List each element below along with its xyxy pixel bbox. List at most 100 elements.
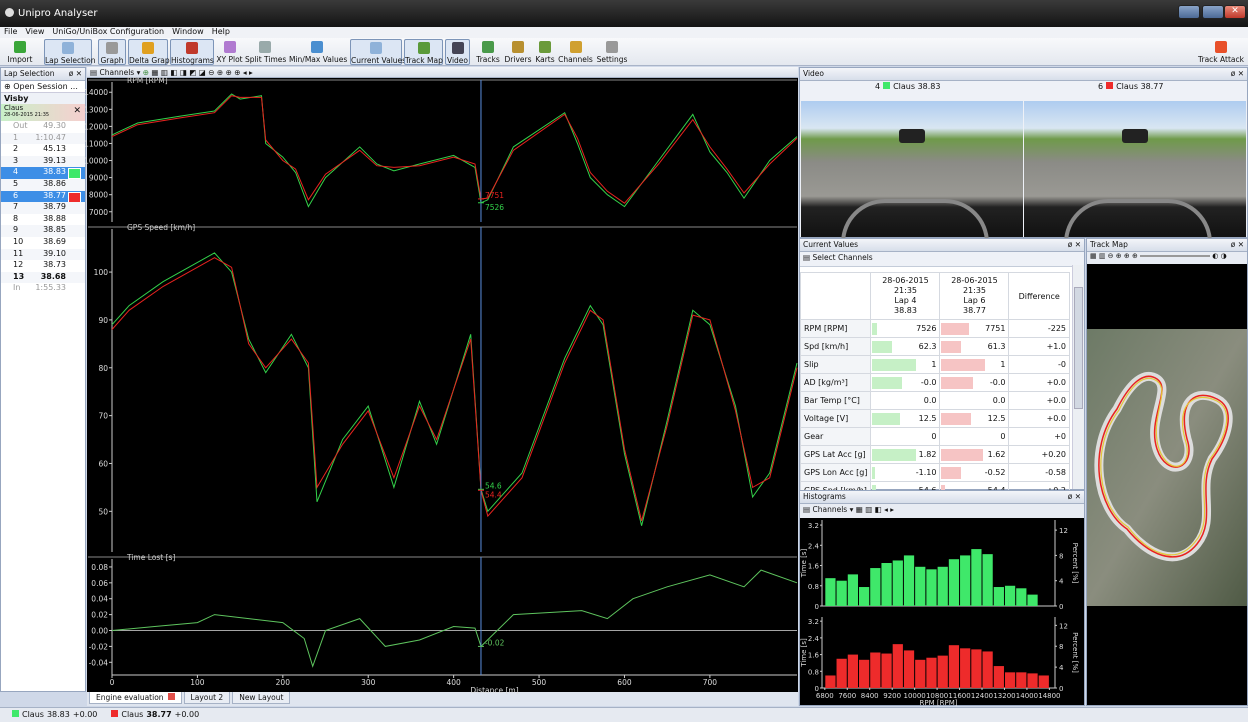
lap-time: 38.69	[43, 237, 66, 246]
status-bar: Claus38.83+0.00Claus38.77+0.00	[0, 707, 1248, 722]
toolbar-button[interactable]: Settings	[596, 39, 628, 65]
channels-button[interactable]: Channels	[99, 68, 134, 77]
steering	[841, 199, 989, 243]
value-bar	[941, 413, 971, 425]
value-bar	[872, 323, 877, 335]
lap-time: 38.88	[43, 214, 66, 223]
toolbar-icon	[259, 41, 271, 53]
open-session-button[interactable]: ⊕ Open Session ...	[1, 81, 85, 93]
value-text: 12.5	[988, 414, 1006, 423]
value-bar	[872, 413, 900, 425]
scrollbar[interactable]	[1072, 265, 1084, 489]
minimize-button[interactable]	[1178, 5, 1200, 19]
lap-number: 3	[13, 156, 18, 165]
toolbar-button[interactable]: Split Times	[245, 39, 285, 65]
menu-item[interactable]: File	[0, 27, 21, 36]
lap-number: 2	[13, 144, 18, 153]
status-driver: Claus	[121, 710, 143, 719]
layout-tab[interactable]: Engine evaluation	[89, 692, 182, 704]
status-color	[111, 710, 118, 717]
value-text: -0.0	[921, 378, 937, 387]
value-cell: -0.0	[940, 374, 1009, 392]
lap-number: 6	[13, 191, 18, 200]
value-cell: 7526	[871, 320, 940, 338]
value-cell: 61.3	[940, 338, 1009, 356]
toolbar-button[interactable]: Lap Selection	[44, 39, 92, 65]
menu-item[interactable]: UniGo/UniBox Configuration	[48, 27, 168, 36]
toolbar-button[interactable]: Drivers	[504, 39, 532, 65]
select-channels-button[interactable]: ▤ Select Channels	[800, 252, 1084, 267]
layout-tab[interactable]: New Layout	[232, 692, 290, 704]
tab-bar: Engine evaluationLayout 2New Layout	[87, 692, 798, 706]
toolbar-button[interactable]: Histograms	[170, 39, 214, 65]
toolbar-button[interactable]: Tracks	[475, 39, 501, 65]
toolbar-button[interactable]: Video	[445, 39, 470, 65]
toolbar-button[interactable]: Graph	[98, 39, 126, 65]
toolbar-icon	[106, 42, 118, 54]
lap-number: 8	[13, 214, 18, 223]
value-text: 1.82	[919, 450, 937, 459]
close-button[interactable]: ✕	[1224, 5, 1246, 19]
lap-time: 1:55.33	[35, 283, 66, 292]
difference-cell: -0.58	[1009, 464, 1070, 482]
lap-row[interactable]: In 1:55.33	[1, 283, 85, 295]
status-time: 38.83	[47, 710, 70, 719]
toolbar-button[interactable]: Karts	[534, 39, 556, 65]
toolbar-button[interactable]: Channels	[557, 39, 594, 65]
lap-number: In	[13, 283, 20, 292]
toolbar-label: Histograms	[171, 56, 214, 65]
value-bar	[941, 341, 961, 353]
toolbar-button[interactable]: Delta Graph	[128, 39, 168, 65]
toolbar-button[interactable]: Track Attack	[1196, 39, 1246, 65]
layout-tab[interactable]: Layout 2	[184, 692, 231, 704]
video-panel: Videoø ✕ 4Claus 38.836Claus 38.77	[799, 67, 1248, 238]
lap-time: 38.68	[41, 272, 66, 281]
clip-color	[883, 82, 890, 89]
menu-item[interactable]: View	[21, 27, 48, 36]
maximize-button[interactable]	[1202, 5, 1224, 19]
status-time: 38.77	[146, 710, 171, 719]
session-header: Claus 28-06-2015 21:35 ✕	[1, 104, 85, 121]
value-cell: 0.0	[871, 392, 940, 410]
value-bar	[872, 341, 892, 353]
menu-item[interactable]: Help	[208, 27, 234, 36]
header-laptime: 38.83	[874, 306, 936, 316]
value-text: 62.3	[919, 342, 937, 351]
menu-item[interactable]: Window	[168, 27, 208, 36]
channel-name: Gear	[801, 428, 871, 446]
toolbar-button[interactable]: XY Plot	[216, 39, 243, 65]
difference-cell: +0.0	[1009, 410, 1070, 428]
toolbar-button[interactable]: Import	[3, 39, 37, 65]
track-map	[1087, 329, 1247, 606]
toolbar-label: Drivers	[505, 55, 532, 64]
toolbar-button[interactable]: Current Values	[350, 39, 402, 65]
toolbar-icon	[539, 41, 551, 53]
channels-button[interactable]: Channels	[812, 505, 847, 514]
value-text: -1.10	[916, 468, 937, 477]
toolbar-button[interactable]: Track Map	[404, 39, 443, 65]
graph-toolbar: ▤ Channels ▾ ⊕ ▦ ▥ ◧ ◨ ◩ ◪ ⊖ ⊕ ⊕ ⊕ ◂ ▸	[87, 67, 798, 78]
clip-label: 6Claus 38.77	[1098, 82, 1248, 91]
toolbar-button[interactable]: Min/Max Values	[289, 39, 344, 65]
lap-number: 5	[13, 179, 18, 188]
